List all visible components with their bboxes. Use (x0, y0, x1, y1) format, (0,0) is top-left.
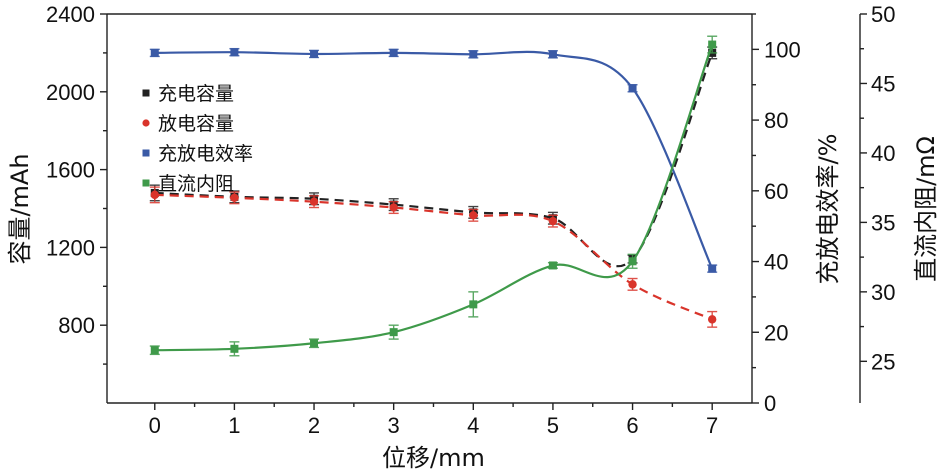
data-point (230, 193, 239, 203)
data-point (469, 211, 478, 220)
left-tick-label: 1200 (46, 235, 95, 260)
data-point (708, 264, 717, 273)
data-point (628, 257, 637, 266)
right1-tick-label: 100 (764, 37, 801, 62)
data-point (628, 84, 637, 93)
x-tick-label: 0 (149, 413, 161, 438)
data-point (230, 48, 239, 57)
series-line (154, 50, 714, 270)
right2-tick-label: 30 (871, 280, 895, 305)
left-tick-label: 1600 (46, 158, 95, 183)
legend-label: 放电容量 (158, 113, 234, 135)
right1-tick-label: 80 (764, 108, 788, 133)
legend-marker (142, 119, 150, 127)
right1-axis-title: 充放电效率/% (814, 134, 842, 285)
series-line (154, 193, 713, 321)
data-point (708, 40, 717, 49)
x-tick-label: 6 (626, 413, 638, 438)
legend-item: 充电容量 (142, 83, 234, 105)
data-point (548, 261, 557, 270)
data-point (150, 346, 159, 355)
left-axis-title: 容量/mAh (6, 153, 34, 264)
series-3 (149, 35, 718, 357)
legend-marker (142, 149, 150, 157)
data-point (469, 50, 478, 59)
data-point (469, 300, 478, 309)
data-point (150, 190, 159, 200)
right1-tick-label: 20 (764, 320, 788, 345)
series-layer (149, 35, 718, 357)
right2-tick-label: 35 (871, 210, 895, 235)
data-point (548, 216, 558, 226)
legend-item: 直流内阻 (142, 173, 234, 195)
data-point (389, 48, 398, 57)
x-tick-label: 4 (467, 413, 479, 438)
data-point (309, 197, 319, 206)
right2-tick-label: 50 (871, 2, 895, 27)
legend-label: 直流内阻 (158, 173, 234, 195)
right2-tick-label: 45 (871, 71, 895, 96)
right2-axis-title: 直流内阻/mΩ (912, 136, 940, 282)
x-tick-label: 2 (308, 413, 320, 438)
x-axis-title: 位移/mm (382, 444, 485, 472)
left-tick-label: 800 (58, 313, 95, 338)
right1-tick-label: 40 (764, 250, 788, 275)
legend-label: 充电容量 (158, 83, 234, 105)
right1-tick-label: 60 (764, 179, 788, 204)
x-tick-label: 7 (706, 413, 718, 438)
right1-tick-label: 0 (764, 391, 776, 416)
x-tick-label: 5 (547, 413, 559, 438)
legend-item: 放电容量 (142, 113, 234, 135)
series-1 (149, 186, 718, 328)
data-point (548, 50, 557, 59)
data-point (310, 49, 319, 58)
x-tick-label: 1 (228, 413, 240, 438)
data-point (389, 328, 398, 337)
right2-tick-label: 25 (871, 349, 895, 374)
legend-marker (142, 179, 150, 187)
data-point (707, 315, 717, 324)
legend-marker (142, 89, 150, 97)
data-point (389, 203, 398, 212)
legend-item: 充放电效率 (142, 143, 253, 165)
right2-tick-label: 40 (871, 141, 895, 166)
legend-label: 充放电效率 (158, 143, 253, 165)
data-point (230, 344, 239, 353)
axes-layer: 0 1 2 3 4 5 6 780012001600200024000204060801002… (6, 2, 940, 472)
data-point (150, 48, 159, 57)
data-point (628, 280, 637, 289)
series-2 (149, 47, 718, 273)
x-tick-label: 3 (388, 413, 400, 438)
data-point (310, 339, 319, 348)
left-tick-label: 2000 (46, 80, 95, 105)
left-tick-label: 2400 (46, 2, 95, 27)
